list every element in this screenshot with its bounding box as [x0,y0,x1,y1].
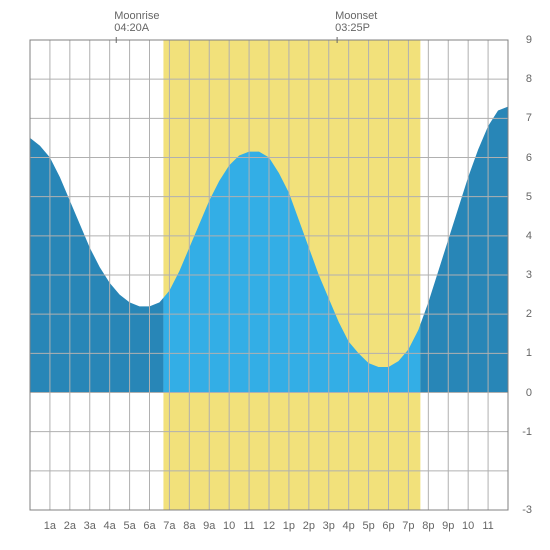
y-tick-label: 0 [526,387,532,399]
x-tick-label: 7a [163,520,175,532]
x-tick-label: 4a [104,520,116,532]
x-tick-label: 9a [203,520,215,532]
y-tick-label: 4 [526,230,532,242]
x-tick-label: 5a [123,520,135,532]
event-time: 03:25P [335,22,377,34]
y-tick-label: 6 [526,152,532,164]
x-tick-label: 4p [343,520,355,532]
x-tick-label: 2p [303,520,315,532]
event-labels: Moonrise04:20A Moonset03:25P [10,10,540,38]
x-tick-label: 1p [283,520,295,532]
x-axis-labels: 1a 2a 3a 4a 5a 6a 7a 8a 9a 10 11 12 1p 2p 3p 4p 5p 6p 7p 8p… [10,516,540,532]
y-tick-label: 5 [526,191,532,203]
event-time: 04:20A [114,22,159,34]
x-tick-label: 9p [442,520,454,532]
x-tick-label: 5p [362,520,374,532]
plot-area [10,10,540,524]
moonrise-label: Moonrise04:20A [114,10,159,34]
y-tick-label: -1 [522,426,532,438]
x-tick-label: 11 [482,520,493,532]
x-tick-label: 10 [462,520,474,532]
event-title: Moonset [335,10,377,22]
y-tick-label: 8 [526,73,532,85]
x-tick-label: 8p [422,520,434,532]
y-tick-label: 9 [526,34,532,46]
y-tick-label: 1 [526,347,532,359]
x-tick-label: 2a [64,520,76,532]
x-tick-label: 3p [323,520,335,532]
event-title: Moonrise [114,10,159,22]
y-tick-label: 7 [526,112,532,124]
x-tick-label: 1a [44,520,56,532]
y-tick-label: 3 [526,269,532,281]
y-tick-label: -3 [522,504,532,516]
x-tick-label: 11 [243,520,254,532]
x-tick-label: 3a [84,520,96,532]
y-axis-labels: -3-10123456789 [512,10,532,510]
tide-chart: Moonrise04:20AMoonset03:25P -3-101234567… [10,10,540,540]
x-tick-label: 6p [382,520,394,532]
y-tick-label: 2 [526,308,532,320]
x-tick-label: 12 [263,520,275,532]
x-tick-label: 6a [143,520,155,532]
x-tick-label: 10 [223,520,235,532]
x-tick-label: 7p [402,520,414,532]
x-tick-label: 8a [183,520,195,532]
moonset-label: Moonset03:25P [335,10,377,34]
